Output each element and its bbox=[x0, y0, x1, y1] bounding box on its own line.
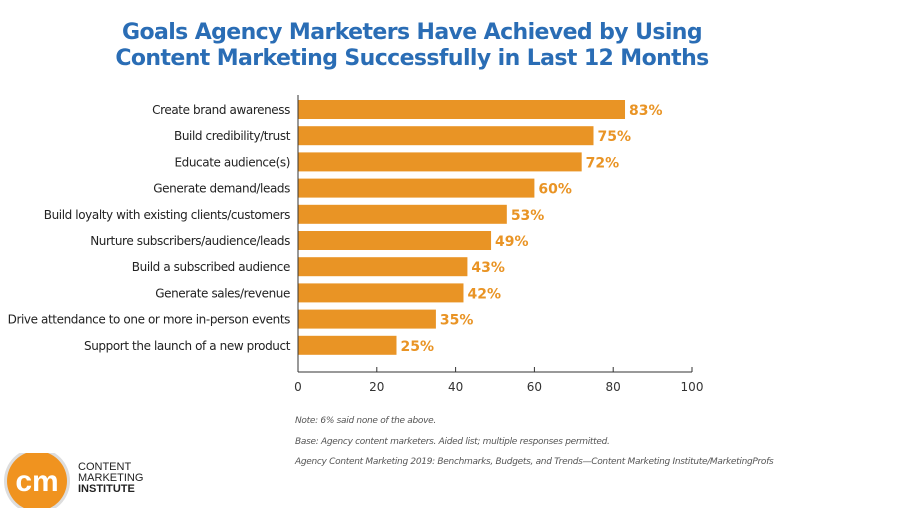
category-label: Create brand awareness bbox=[152, 103, 290, 117]
svg-text:cm: cm bbox=[15, 465, 58, 498]
x-tick-label: 20 bbox=[369, 380, 384, 394]
data-label: 49% bbox=[495, 234, 529, 250]
x-tick-label: 60 bbox=[527, 380, 542, 394]
data-label: 42% bbox=[467, 286, 501, 302]
category-label: Build loyalty with existing clients/cust… bbox=[44, 208, 290, 222]
x-tick-label: 0 bbox=[294, 380, 302, 394]
base-text: Base: Agency content marketers. Aided li… bbox=[295, 437, 610, 447]
data-label: 25% bbox=[401, 339, 435, 355]
bar bbox=[298, 257, 468, 277]
bar bbox=[298, 178, 535, 198]
category-label: Generate demand/leads bbox=[153, 182, 290, 196]
logo-line-2: MARKETING bbox=[78, 472, 144, 484]
bar bbox=[298, 231, 492, 250]
bar bbox=[298, 152, 582, 172]
category-label: Nurture subscribers/audience/leads bbox=[90, 234, 290, 248]
title-line-1: Goals Agency Marketers Have Achieved by … bbox=[122, 20, 703, 45]
bar bbox=[298, 309, 436, 329]
logo-line-1: CONTENT bbox=[78, 461, 132, 473]
data-label: 35% bbox=[440, 313, 474, 329]
data-label: 43% bbox=[471, 260, 505, 276]
bar bbox=[298, 335, 397, 355]
bar-chart: Create brand awareness 83% Build credibili… bbox=[8, 95, 704, 394]
chart-title: Goals Agency Marketers Have Achieved by … bbox=[0, 20, 824, 72]
data-label: 72% bbox=[586, 155, 620, 171]
title-line-2: Content Marketing Successfully in Last 1… bbox=[115, 46, 709, 71]
logo-line-3: INSTITUTE bbox=[78, 483, 135, 495]
x-tick-label: 80 bbox=[606, 380, 621, 394]
cmi-logo-icon: cm bbox=[4, 453, 70, 508]
source-text: Agency Content Marketing 2019: Benchmark… bbox=[295, 457, 774, 467]
category-label: Educate audience(s) bbox=[174, 155, 290, 169]
category-label: Build a subscribed audience bbox=[132, 260, 290, 274]
bar bbox=[298, 126, 594, 146]
bar bbox=[298, 204, 507, 224]
category-label: Drive attendance to one or more in-perso… bbox=[8, 313, 291, 327]
category-label: Build credibility/trust bbox=[174, 129, 291, 143]
data-label: 83% bbox=[629, 103, 663, 119]
logo-text: CONTENT MARKETING INSTITUTE bbox=[78, 462, 143, 495]
note-text: Note: 6% said none of the above. bbox=[295, 416, 436, 426]
data-label: 60% bbox=[538, 182, 572, 198]
category-label: Support the launch of a new product bbox=[84, 339, 291, 353]
bar bbox=[298, 100, 626, 119]
category-label: Generate sales/revenue bbox=[155, 286, 290, 300]
data-label: 53% bbox=[511, 208, 545, 224]
bar bbox=[298, 283, 464, 303]
x-tick-label: 40 bbox=[448, 380, 463, 394]
x-tick-label: 100 bbox=[681, 380, 704, 394]
data-label: 75% bbox=[598, 129, 632, 145]
